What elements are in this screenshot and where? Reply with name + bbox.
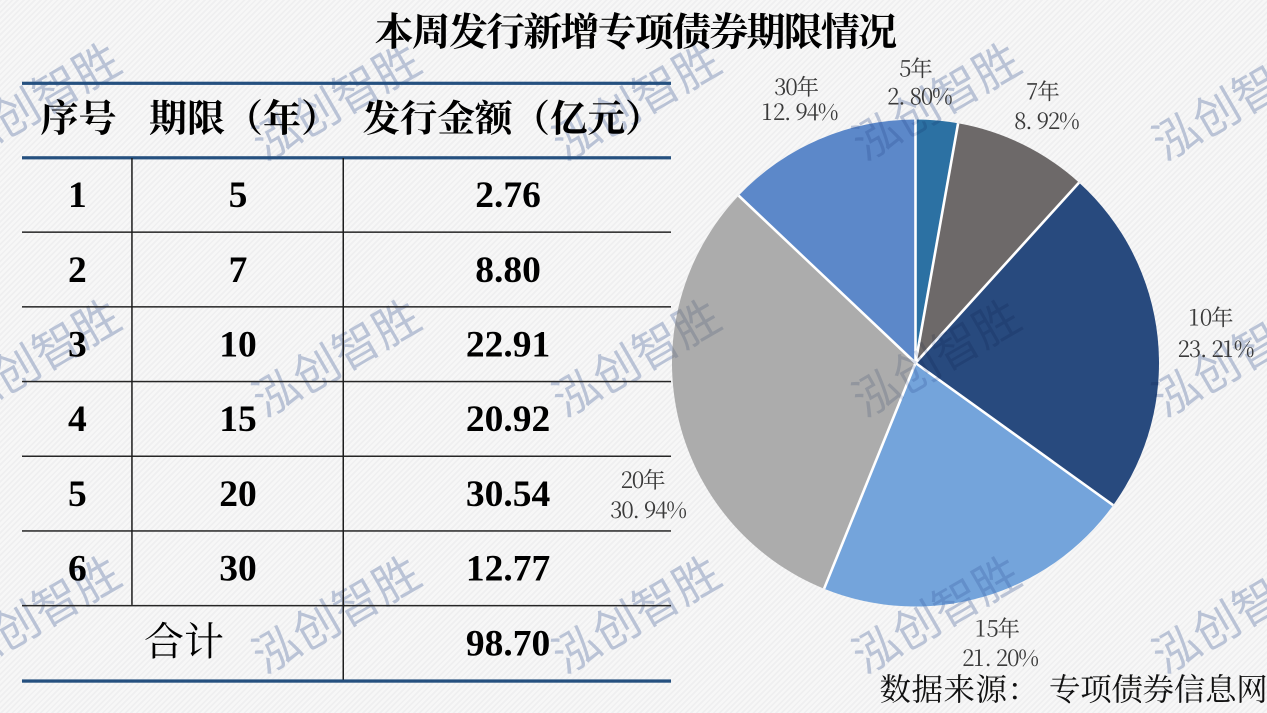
svg-text:15: 15 — [219, 399, 257, 440]
svg-text:8.80: 8.80 — [475, 250, 541, 291]
svg-text:22.91: 22.91 — [466, 324, 550, 365]
svg-text:30: 30 — [219, 549, 257, 590]
svg-text:3: 3 — [68, 324, 87, 365]
svg-text:5: 5 — [68, 474, 87, 515]
svg-text:20.92: 20.92 — [466, 399, 550, 440]
svg-text:6: 6 — [68, 549, 87, 590]
svg-text:1: 1 — [68, 175, 87, 216]
svg-text:5: 5 — [229, 175, 248, 216]
svg-text:20: 20 — [219, 474, 257, 515]
svg-text:4: 4 — [68, 399, 87, 440]
svg-text:30.54: 30.54 — [466, 474, 551, 515]
svg-text:2.76: 2.76 — [475, 175, 541, 216]
svg-text:2: 2 — [68, 250, 87, 291]
svg-text:12.77: 12.77 — [466, 549, 550, 590]
svg-text:10: 10 — [219, 324, 257, 365]
svg-text:98.70: 98.70 — [466, 624, 550, 665]
svg-text:7: 7 — [229, 250, 248, 291]
